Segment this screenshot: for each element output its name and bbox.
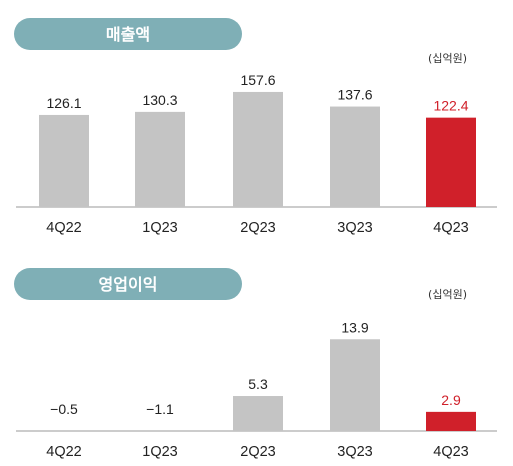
operating-profit-category-label-2Q23: 2Q23 <box>240 444 275 460</box>
revenue-unit-label: (십억원) <box>428 52 467 65</box>
operating-profit-value-label-4Q22: −0.5 <box>50 401 78 417</box>
revenue-value-label-2Q23: 157.6 <box>240 72 275 88</box>
revenue-bar-1Q23 <box>135 111 185 207</box>
operating-profit-bars <box>233 339 476 431</box>
operating-profit-category-label-4Q23: 4Q23 <box>433 444 468 460</box>
revenue-chart-panel: 매출액 (십억원) 126.1 130.3 157.6 137.6 122.4 4Q22… <box>14 18 497 236</box>
operating-profit-bar-4Q23 <box>426 411 476 431</box>
revenue-bar-3Q23 <box>330 106 380 207</box>
operating-profit-bar-2Q23 <box>233 396 283 431</box>
operating-profit-value-label-1Q23: −1.1 <box>146 401 174 417</box>
revenue-category-label-3Q23: 3Q23 <box>337 220 372 236</box>
revenue-bar-2Q23 <box>233 91 283 207</box>
operating-profit-category-labels: 4Q22 1Q23 2Q23 3Q23 4Q23 <box>46 444 468 460</box>
revenue-title-pill <box>14 18 242 50</box>
revenue-category-label-2Q23: 2Q23 <box>240 220 275 236</box>
operating-profit-value-labels: −0.5 −1.1 5.3 13.9 2.9 <box>50 319 461 417</box>
operating-profit-chart-panel: 영업이익 (십억원) −0.5 −1.1 5.3 13.9 2.9 4Q22 1Q23 2Q… <box>14 268 497 460</box>
revenue-bars <box>39 91 476 207</box>
revenue-value-label-1Q23: 130.3 <box>142 92 177 108</box>
operating-profit-value-label-4Q23: 2.9 <box>441 392 461 408</box>
operating-profit-bar-3Q23 <box>330 339 380 431</box>
revenue-category-labels: 4Q22 1Q23 2Q23 3Q23 4Q23 <box>46 220 468 236</box>
revenue-category-label-4Q22: 4Q22 <box>46 220 81 236</box>
operating-profit-unit-label: (십억원) <box>428 288 467 301</box>
operating-profit-title: 영업이익 <box>99 275 158 294</box>
revenue-title: 매출액 <box>106 25 150 44</box>
revenue-category-label-1Q23: 1Q23 <box>142 220 177 236</box>
revenue-bar-4Q22 <box>39 114 89 207</box>
operating-profit-value-label-2Q23: 5.3 <box>248 376 268 392</box>
revenue-value-label-4Q22: 126.1 <box>46 95 81 111</box>
revenue-value-label-3Q23: 137.6 <box>337 87 372 103</box>
revenue-value-label-4Q23: 122.4 <box>433 98 468 114</box>
operating-profit-category-label-3Q23: 3Q23 <box>337 444 372 460</box>
revenue-bar-4Q23 <box>426 117 476 207</box>
operating-profit-title-pill <box>14 268 242 300</box>
revenue-value-labels: 126.1 130.3 157.6 137.6 122.4 <box>46 72 468 114</box>
operating-profit-category-label-4Q22: 4Q22 <box>46 444 81 460</box>
operating-profit-category-label-1Q23: 1Q23 <box>142 444 177 460</box>
revenue-category-label-4Q23: 4Q23 <box>433 220 468 236</box>
operating-profit-value-label-3Q23: 13.9 <box>341 319 368 335</box>
